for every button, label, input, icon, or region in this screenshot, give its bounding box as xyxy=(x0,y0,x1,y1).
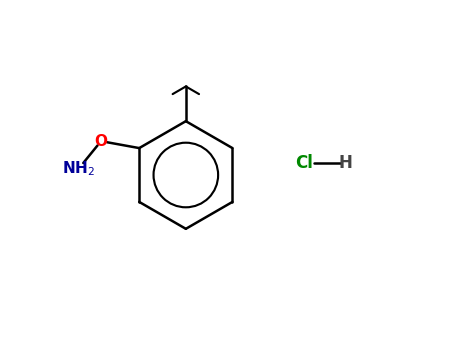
Text: Cl: Cl xyxy=(295,154,313,172)
Text: H: H xyxy=(339,154,353,172)
Text: O: O xyxy=(95,134,107,149)
Text: NH$_2$: NH$_2$ xyxy=(62,160,95,178)
